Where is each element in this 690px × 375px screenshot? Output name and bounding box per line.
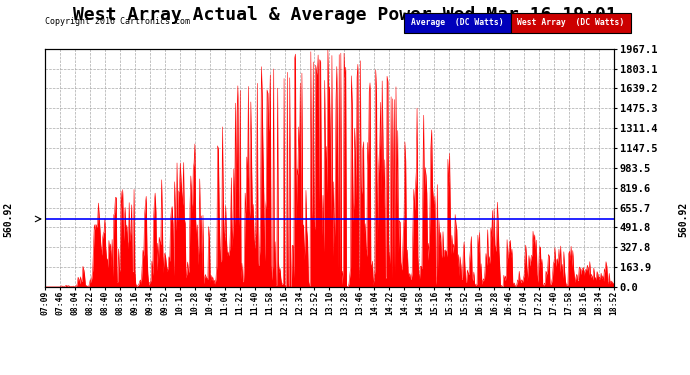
Text: 560.92: 560.92 (679, 201, 689, 237)
Text: West Array  (DC Watts): West Array (DC Watts) (518, 18, 624, 27)
Text: 560.92: 560.92 (3, 201, 13, 237)
Text: Average  (DC Watts): Average (DC Watts) (411, 18, 504, 27)
Text: West Array Actual & Average Power Wed Mar 16 19:01: West Array Actual & Average Power Wed Ma… (73, 6, 617, 24)
Text: Copyright 2016 Cartronics.com: Copyright 2016 Cartronics.com (45, 17, 190, 26)
